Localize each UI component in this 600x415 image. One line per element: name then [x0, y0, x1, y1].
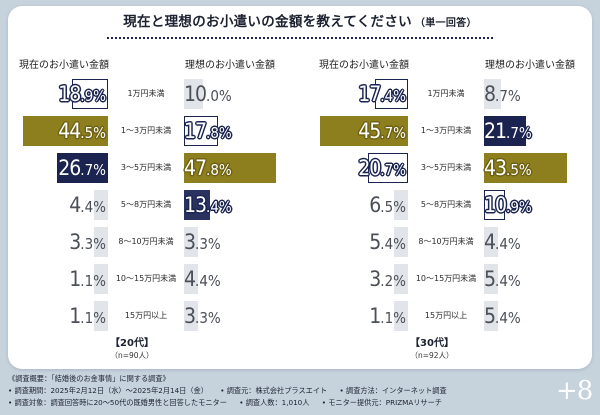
data-label-ideal: 3.3%	[184, 304, 221, 328]
bar-current	[394, 227, 408, 257]
series-label-current: 現在のお小遣い金額	[19, 60, 109, 71]
bar-ideal	[484, 116, 526, 146]
data-label-current: 20.7%	[358, 156, 406, 180]
bar-ideal	[184, 116, 218, 146]
footer-provider: • モニター提供元：PRIZMAリサーチ	[321, 398, 442, 407]
data-label-current: 1.1%	[369, 304, 406, 328]
category-label: 10～15万円未満	[115, 274, 177, 283]
chart-title-text: 現在と理想のお小遣いの金額を教えてください	[123, 14, 412, 30]
chart-title-note: （単一回答）	[414, 18, 477, 29]
footer-method: • 調査方法：インターネット調査	[339, 386, 447, 395]
bar-ideal	[484, 227, 498, 257]
footer-period: • 調査期間：2025年2月12日（水）～2025年2月14日（金）	[8, 386, 208, 395]
data-label-ideal: 5.4%	[484, 304, 521, 328]
data-label-ideal: 17.8%	[184, 119, 232, 143]
bar-current	[94, 190, 108, 220]
data-label-current: 4.4%	[69, 193, 106, 217]
data-label-current: 1.1%	[69, 267, 106, 291]
series-label-ideal: 理想のお小遣い金額	[185, 60, 275, 71]
bar-current	[394, 190, 408, 220]
category-label: 15万円以上	[124, 311, 168, 320]
category-label: 8～10万円未満	[118, 237, 174, 246]
data-label-ideal: 8.7%	[484, 82, 521, 106]
category-label: 5～8万円未満	[420, 200, 472, 209]
category-label: 1～3万円未満	[120, 126, 172, 135]
bar-current	[394, 264, 408, 294]
bar-ideal	[184, 227, 198, 257]
bar-ideal	[184, 153, 276, 183]
footer-source: • 調査元：株式会社プラスエイト	[220, 386, 328, 395]
category-label: 15万円以上	[424, 311, 468, 320]
category-label: 3～5万円未満	[120, 163, 172, 172]
bar-ideal	[184, 79, 203, 109]
category-label: 8～10万円未満	[418, 237, 474, 246]
bar-current	[94, 227, 108, 257]
data-label-current: 6.5%	[369, 193, 406, 217]
bar-current	[23, 116, 108, 146]
data-label-ideal: 10.9%	[484, 193, 532, 217]
data-label-current: 1.1%	[69, 304, 106, 328]
bar-current	[94, 301, 108, 331]
bar-ideal	[484, 301, 498, 331]
category-label: 1～3万円未満	[420, 126, 472, 135]
chart-title: 現在と理想のお小遣いの金額を教えてください （単一回答）	[0, 10, 600, 30]
bar-ideal	[484, 79, 501, 109]
data-label-current: 26.7%	[58, 156, 106, 180]
data-label-ideal: 4.4%	[184, 267, 221, 291]
data-label-ideal: 13.4%	[184, 193, 232, 217]
series-label-ideal: 理想のお小遣い金額	[485, 60, 575, 71]
data-label-ideal: 4.4%	[484, 230, 521, 254]
footer-count: • 調査人数：1,010人	[239, 398, 310, 407]
bar-current	[57, 153, 108, 183]
series-label-current: 現在のお小遣い金額	[319, 60, 409, 71]
footer-line-2: • 調査期間：2025年2月12日（水）～2025年2月14日（金） • 調査元…	[8, 386, 457, 396]
category-label: 1万円未満	[127, 89, 165, 98]
data-label-current: 44.5%	[58, 119, 106, 143]
data-label-current: 3.3%	[69, 230, 106, 254]
bar-current	[94, 264, 108, 294]
data-label-ideal: 47.8%	[184, 156, 232, 180]
data-label-current: 17.4%	[358, 82, 406, 106]
data-label-ideal: 21.7%	[484, 119, 532, 143]
bar-current	[320, 116, 408, 146]
bar-ideal	[484, 153, 567, 183]
category-label: 3～5万円未満	[420, 163, 472, 172]
bar-current	[72, 79, 108, 109]
brand-logo: +8	[556, 376, 593, 406]
bar-ideal	[484, 264, 498, 294]
category-label: 10～15万円未満	[415, 274, 477, 283]
category-label: 1万円未満	[427, 89, 465, 98]
group-label: 【30代】	[410, 338, 454, 349]
data-label-current: 3.2%	[369, 267, 406, 291]
title-divider	[107, 37, 493, 39]
bar-ideal	[184, 264, 198, 294]
footer-survey-title: 《調査概要：「結婚後のお金事情」に関する調査》	[8, 374, 170, 383]
bar-ideal	[484, 190, 505, 220]
bar-ideal	[184, 301, 198, 331]
category-label: 5～8万円未満	[120, 200, 172, 209]
data-label-current: 45.7%	[358, 119, 406, 143]
footer-target: • 調査対象：調査回答時に20～50代の既婚男性と回答したモニター	[8, 398, 227, 407]
bar-ideal	[184, 190, 210, 220]
footer-line-3: • 調査対象：調査回答時に20～50代の既婚男性と回答したモニター • 調査人数…	[8, 398, 452, 408]
bar-current	[375, 79, 408, 109]
data-label-ideal: 10.0%	[184, 82, 232, 106]
data-label-ideal: 3.3%	[184, 230, 221, 254]
data-label-ideal: 5.4%	[484, 267, 521, 291]
data-label-current: 18.9%	[58, 82, 106, 106]
group-label: 【20代】	[110, 338, 154, 349]
data-label-current: 5.4%	[369, 230, 406, 254]
data-label-ideal: 43.5%	[484, 156, 532, 180]
sample-size: （n=92人）	[410, 351, 454, 360]
sample-size: （n=90人）	[110, 351, 154, 360]
bar-current	[368, 153, 408, 183]
bar-current	[394, 301, 408, 331]
